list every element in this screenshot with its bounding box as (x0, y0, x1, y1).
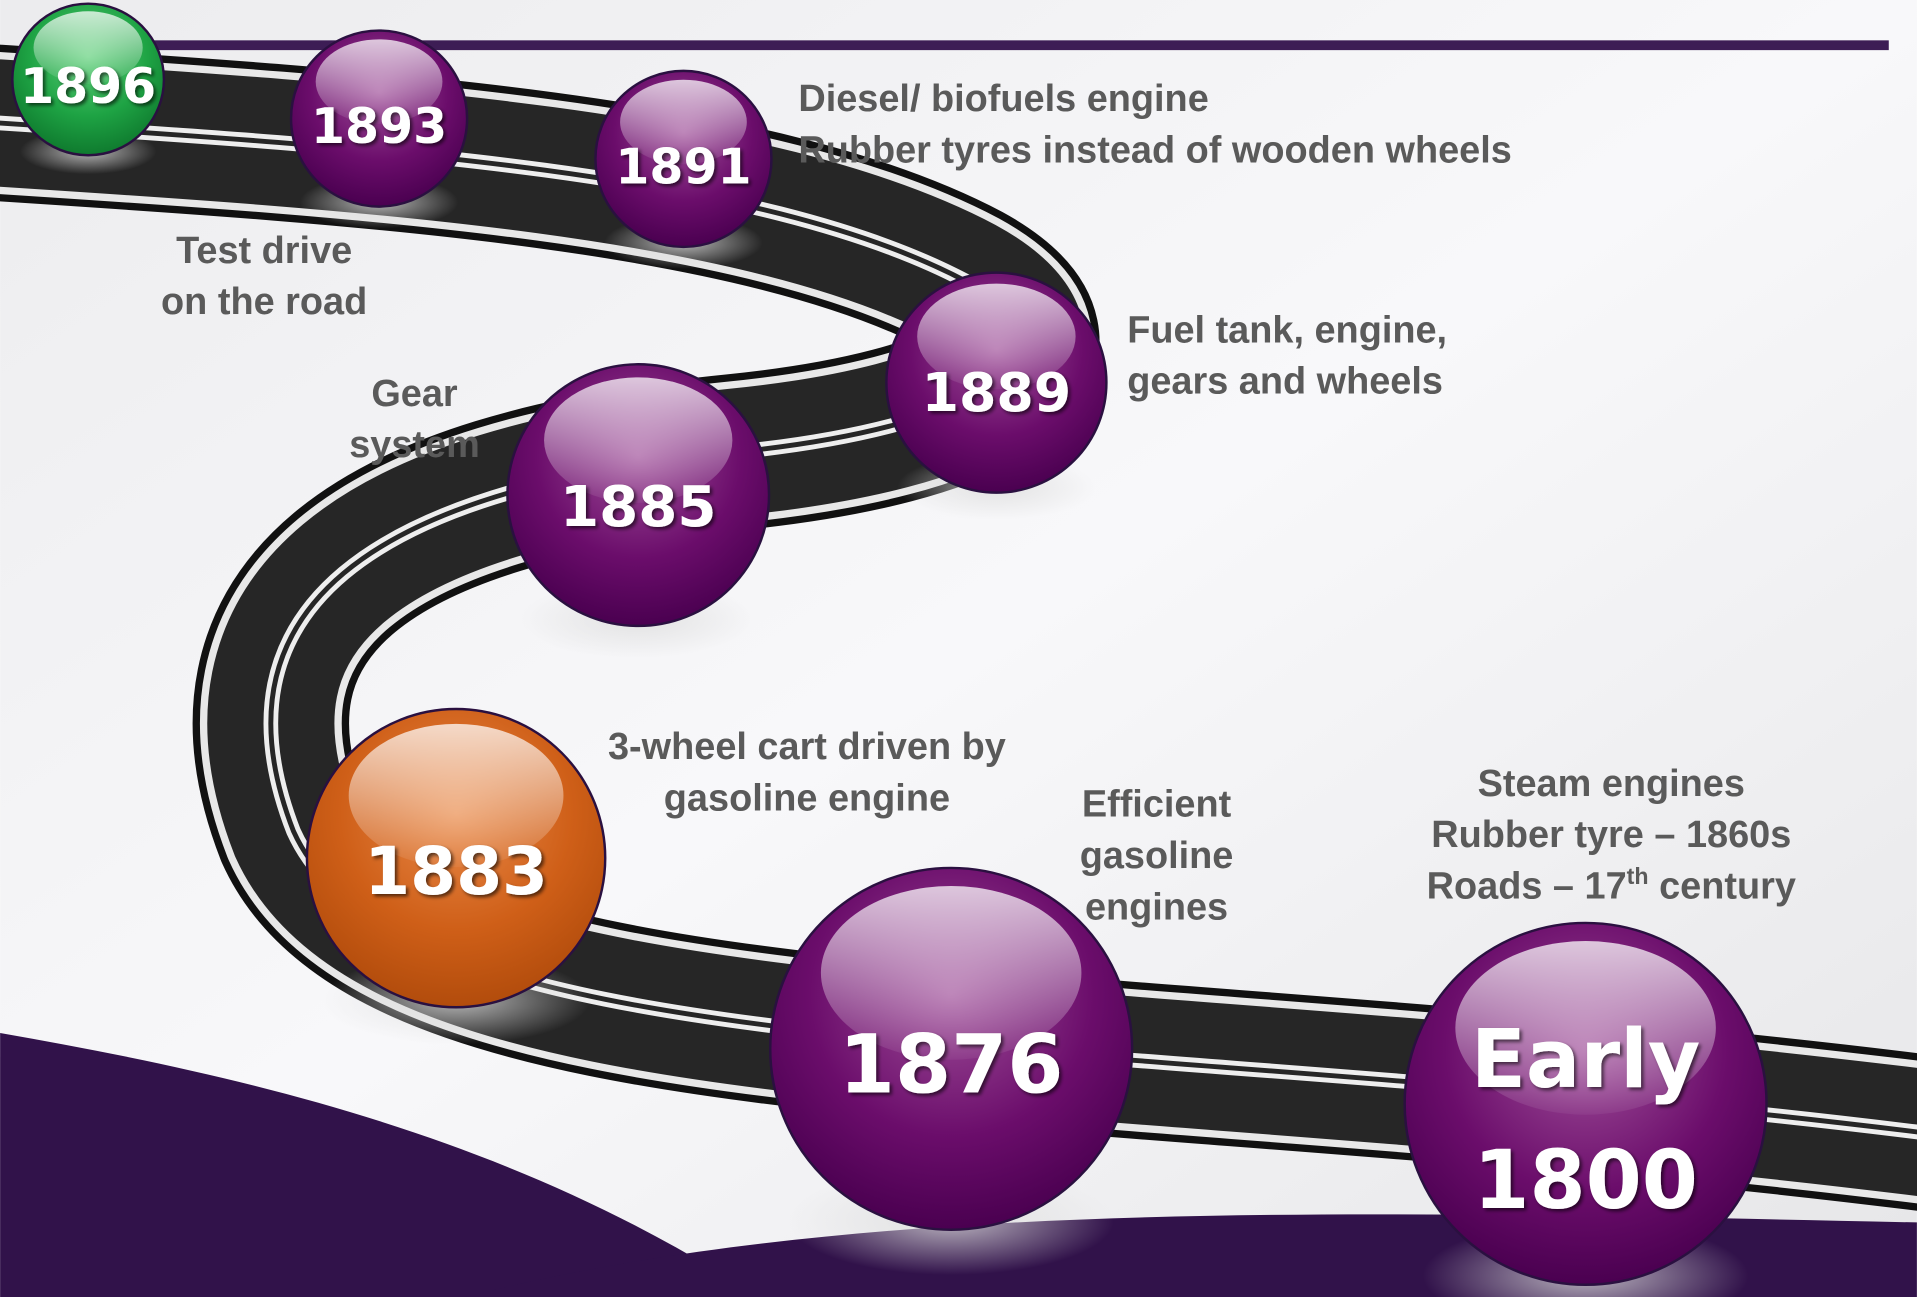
milestone-description: Rubber tyre – 1860s (1431, 814, 1791, 856)
milestone-year: 1800 (1473, 1134, 1698, 1228)
description-text: century (1649, 865, 1796, 907)
milestone-year: 1896 (20, 58, 156, 115)
milestone-year: Early (1471, 1013, 1701, 1107)
milestone-year: 1876 (839, 1018, 1064, 1112)
milestone-description: gears and wheels (1127, 361, 1443, 403)
milestone: 1883 (307, 709, 605, 1045)
milestone: 1896 (12, 4, 164, 175)
milestone-year: 1883 (364, 833, 548, 910)
milestone-year: 1885 (560, 475, 716, 540)
milestone-description: Steam engines (1478, 763, 1745, 805)
description-superscript: th (1627, 863, 1649, 889)
milestone-description: Rubber tyres instead of wooden wheels (798, 130, 1511, 172)
page: 1896 1893 Test drive on the road 1891 Diesel/… (0, 0, 1917, 1297)
milestone-description: engines (1085, 886, 1228, 928)
milestone-description: Fuel tank, engine, (1127, 309, 1447, 351)
milestone: 1885 (507, 364, 769, 658)
milestone-description: Gear (371, 373, 458, 415)
milestone-description: Test drive (176, 230, 352, 272)
milestone-description: gasoline (1080, 835, 1234, 877)
milestone-description: Diesel/ biofuels engine (798, 78, 1208, 120)
milestone-year: 1889 (922, 361, 1072, 424)
milestone-description: Roads – 17th century (1427, 863, 1796, 908)
milestone: 1889 (886, 273, 1106, 521)
milestone-description: system (349, 424, 480, 466)
milestone-description: on the road (161, 281, 367, 323)
roadmap-diagram: 1896 1893 Test drive on the road 1891 Diesel/… (0, 0, 1917, 1297)
milestone: 1893 (291, 31, 467, 229)
milestone: 1876 (770, 868, 1132, 1275)
milestone-description: 3-wheel cart driven by (608, 726, 1006, 768)
milestone-description: gasoline engine (664, 777, 950, 819)
milestone: 1891 (595, 71, 771, 269)
milestone-description: Efficient (1082, 784, 1232, 826)
milestone-year: 1891 (615, 139, 751, 196)
milestone-year: 1893 (311, 98, 447, 155)
description-text: Roads – 17 (1427, 865, 1627, 907)
